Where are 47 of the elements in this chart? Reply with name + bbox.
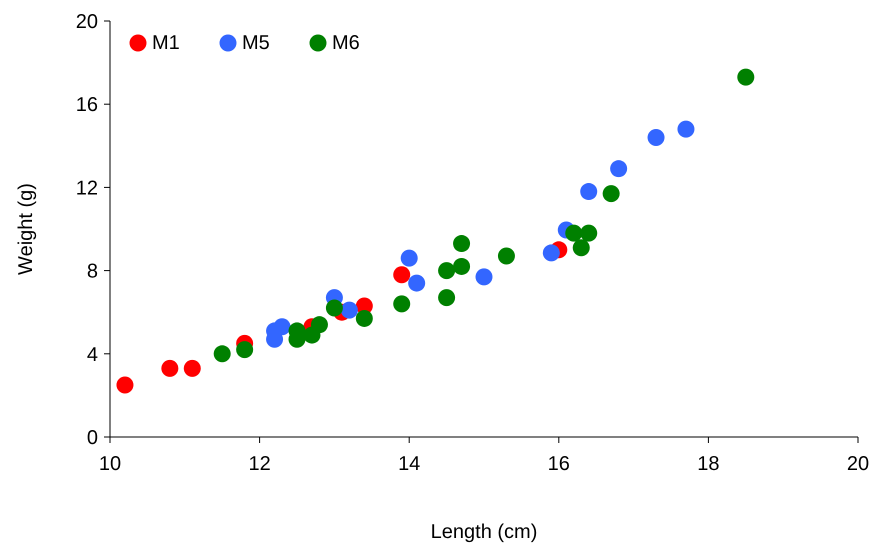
x-tick-label: 12	[248, 453, 271, 475]
point	[602, 185, 620, 202]
y-tick-label: 12	[76, 177, 98, 200]
point	[565, 224, 582, 242]
legend-label: M1	[152, 32, 180, 54]
point	[161, 360, 178, 377]
point	[737, 68, 754, 86]
point	[393, 295, 410, 312]
point	[408, 274, 426, 292]
y-axis-title: Weight (g)	[15, 183, 37, 275]
y-tick-label: 20	[76, 11, 98, 33]
point	[214, 345, 231, 362]
point	[393, 266, 410, 284]
point	[453, 235, 470, 252]
point	[648, 128, 665, 146]
x-tick-label: 18	[697, 453, 720, 475]
y-tick-label: 8	[86, 260, 98, 283]
point	[677, 120, 694, 138]
point	[274, 318, 291, 336]
point	[400, 250, 418, 267]
y-tick-label: 16	[76, 94, 98, 116]
point	[340, 302, 358, 319]
point	[310, 316, 328, 334]
point	[498, 248, 515, 265]
point	[356, 310, 373, 327]
legend-label: M6	[332, 32, 360, 54]
point	[542, 244, 560, 262]
point	[438, 262, 456, 280]
y-tick-label: 4	[86, 344, 98, 366]
x-tick-label: 14	[398, 453, 420, 475]
point	[476, 268, 492, 286]
point	[572, 239, 590, 256]
x-tick-label: 20	[846, 453, 870, 475]
point	[580, 183, 598, 200]
point	[610, 160, 628, 178]
legend-label: M5	[242, 32, 270, 54]
point	[326, 300, 343, 317]
y-tick-label: 0	[86, 427, 98, 449]
x-tick-label: 16	[548, 453, 570, 475]
x-tick-label: 10	[98, 453, 122, 475]
point	[236, 341, 254, 358]
point	[116, 376, 134, 394]
point	[184, 360, 201, 377]
point	[580, 224, 598, 242]
x-axis-title: Length (cm)	[430, 521, 538, 543]
point	[453, 258, 470, 275]
point	[438, 289, 456, 306]
